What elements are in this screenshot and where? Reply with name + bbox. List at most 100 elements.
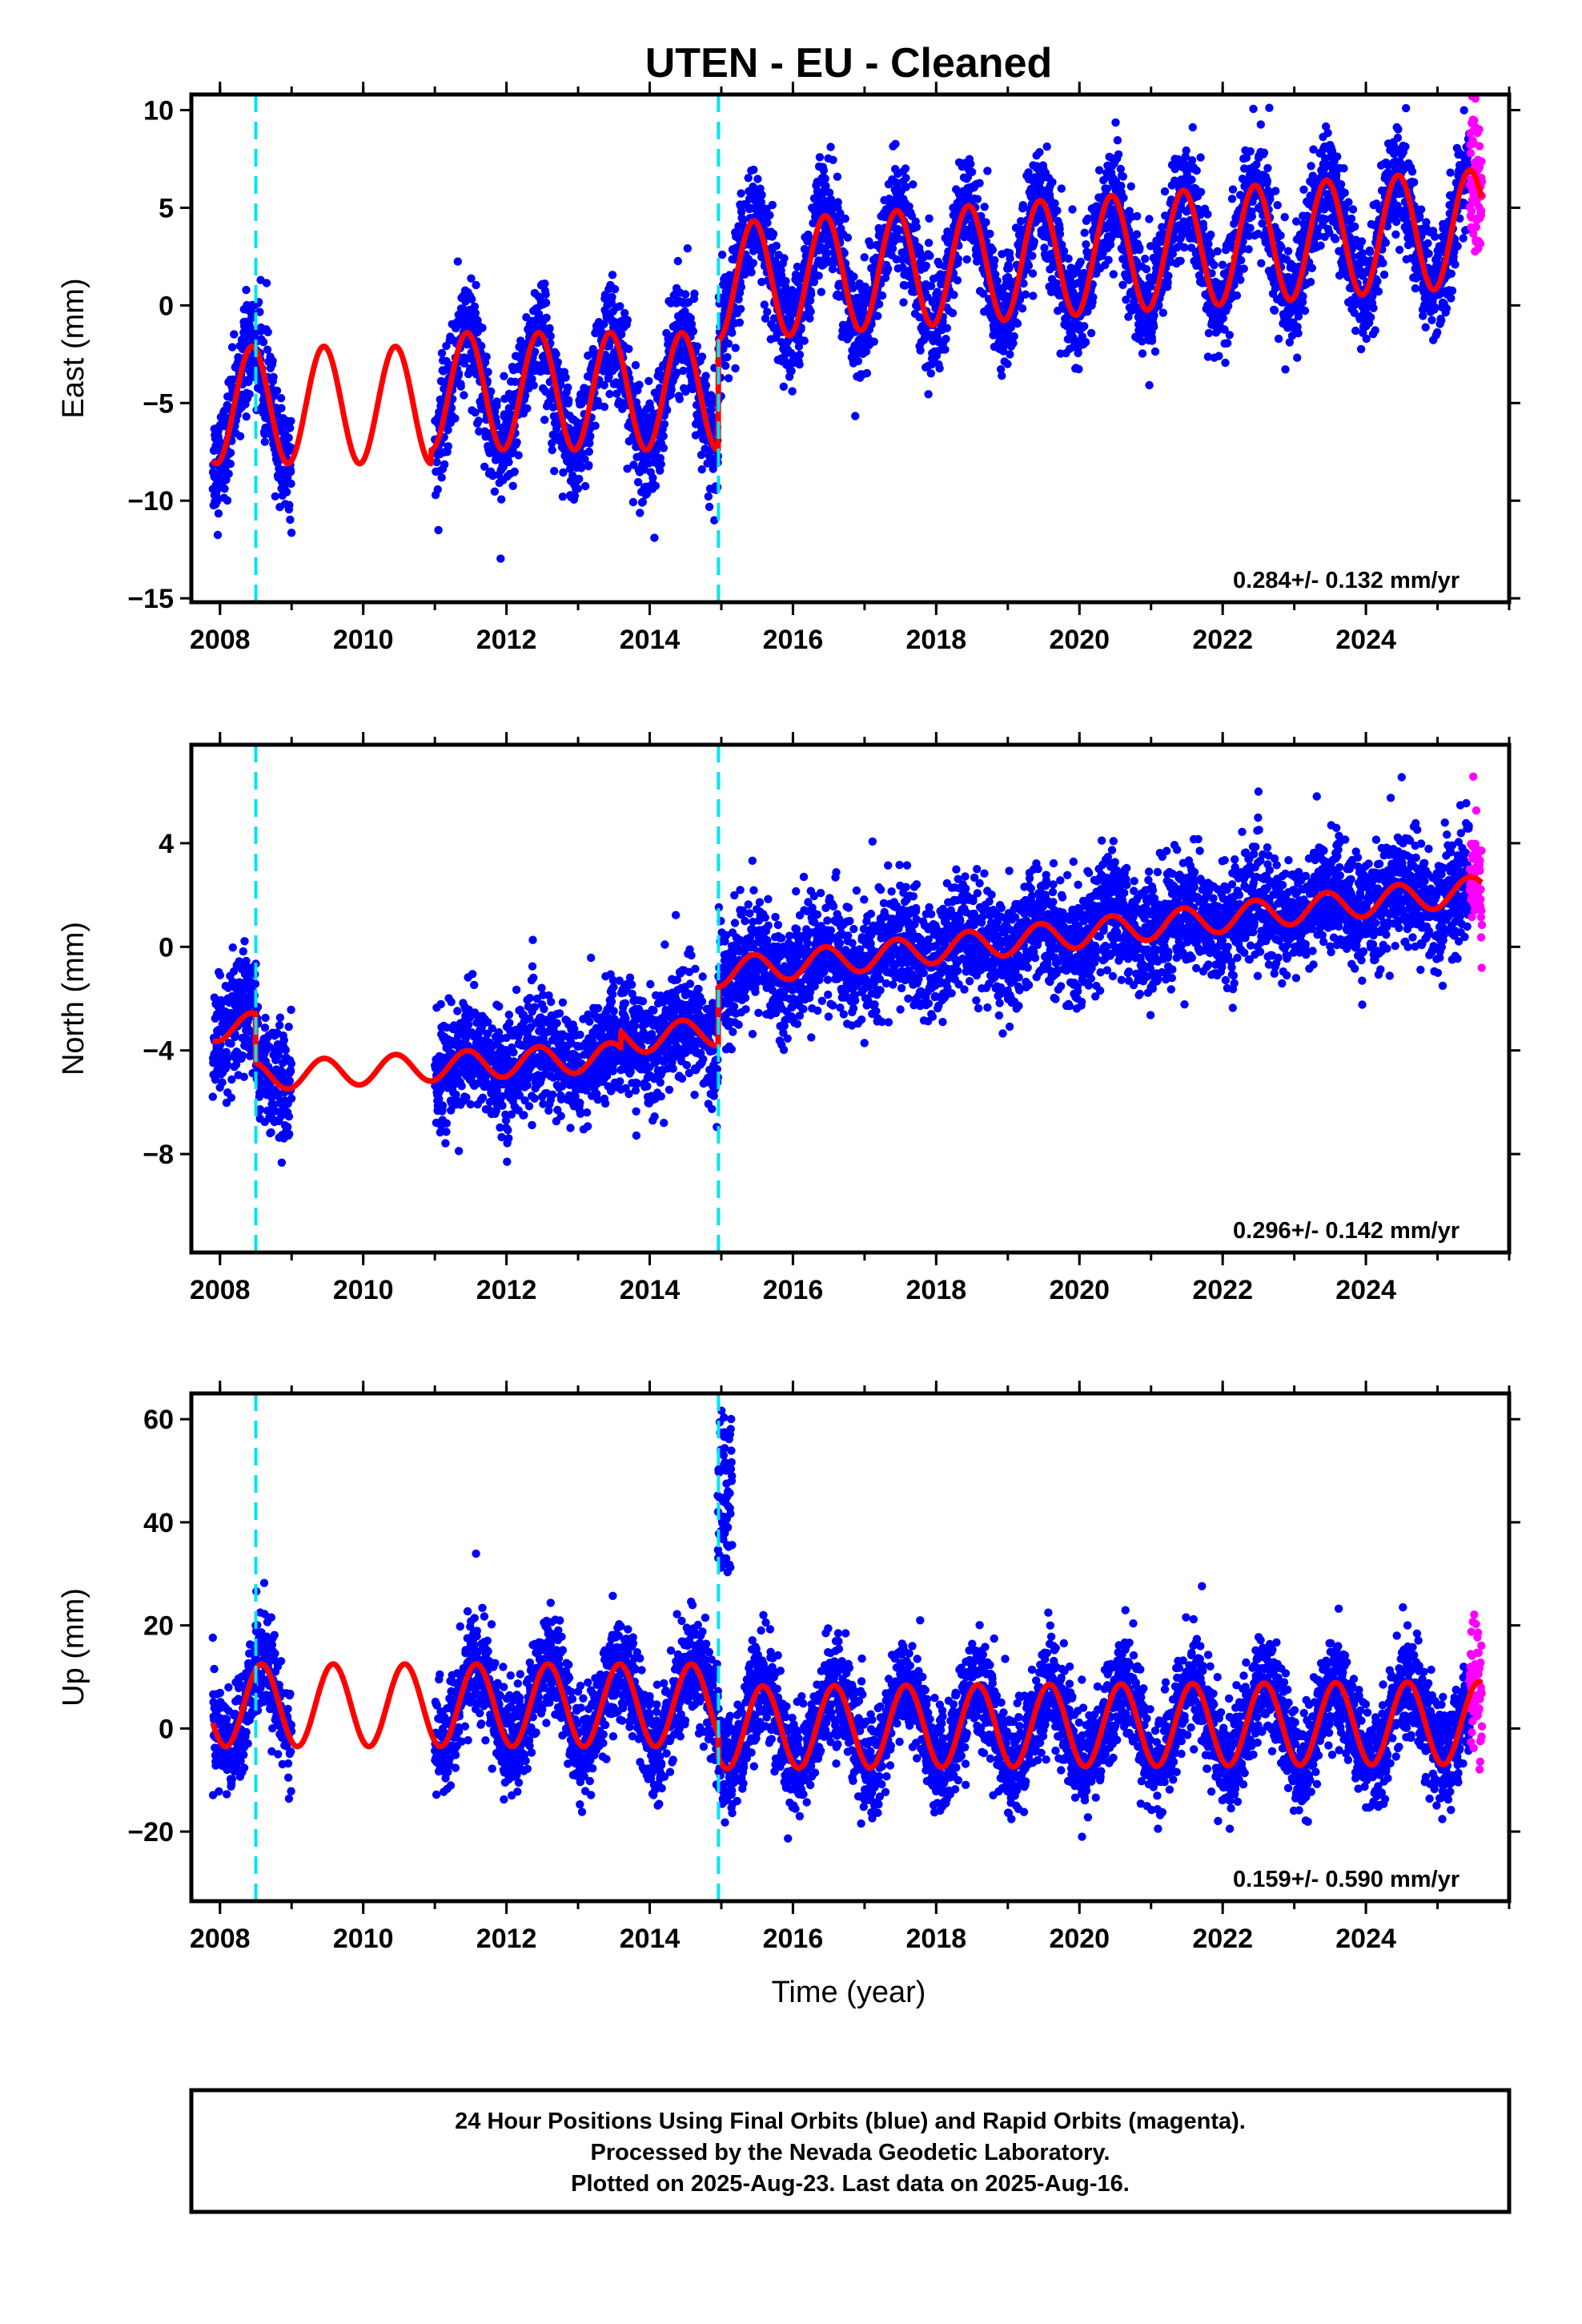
final-orbit-point [610,284,620,294]
final-orbit-point [213,530,223,540]
final-orbit-point [1421,323,1430,332]
final-orbit-point [814,271,823,280]
final-orbit-point [283,488,291,497]
final-orbit-point [950,291,958,300]
final-orbit-point [480,462,489,471]
final-orbit-point [1257,259,1266,267]
final-orbit-point [909,180,917,189]
final-orbit-point [765,211,774,219]
final-orbit-point [1223,339,1232,348]
final-orbit-point [926,251,934,260]
final-orbit-point [287,416,295,425]
final-orbit-point [701,381,711,390]
final-orbit-point [1379,259,1387,267]
final-orbit-point [1138,349,1147,358]
final-orbit-point [1236,275,1245,284]
final-orbit-point [998,372,1006,380]
final-orbit-point [226,460,235,468]
final-orbit-point [1204,328,1214,338]
final-orbit-point [591,421,600,430]
final-orbit-point [829,155,837,164]
final-orbit-point [576,464,586,472]
final-orbit-point [616,302,624,311]
final-orbit-point [1228,185,1238,194]
final-orbit-point [447,404,456,412]
final-orbit-point [1300,306,1310,316]
final-orbit-point [1142,264,1151,274]
final-orbit-point [749,259,757,267]
final-orbit-point [586,432,595,440]
final-orbit-point [993,276,1002,285]
final-orbit-point [841,214,849,223]
final-orbit-point [1277,243,1286,251]
final-orbit-point [644,376,653,385]
final-orbit-point [277,404,286,412]
final-orbit-point [263,345,272,354]
final-orbit-point [553,358,562,367]
final-orbit-point [1280,212,1289,222]
final-orbit-point [1133,211,1142,221]
final-orbit-point [585,439,594,448]
final-orbit-point [1232,291,1242,300]
final-orbit-point [492,397,501,406]
final-orbit-point [912,223,921,231]
final-orbit-point [1407,167,1417,176]
final-orbit-point [1203,210,1212,219]
final-orbit-point [434,525,443,535]
final-orbit-point [1113,136,1122,145]
final-orbit-point [1227,195,1237,203]
final-orbit-point [1215,352,1223,360]
final-orbit-point [697,465,706,474]
final-orbit-point [705,502,714,512]
final-orbit-point [575,474,584,484]
final-orbit-point [749,165,758,175]
final-orbit-point [768,200,777,210]
final-orbit-point [860,253,869,262]
final-orbit-point [541,290,550,299]
final-orbit-point [780,254,789,263]
final-orbit-point [1082,240,1090,249]
final-orbit-point [638,497,648,506]
final-orbit-point [460,391,468,400]
final-orbit-point [245,390,254,399]
final-orbit-point [1145,215,1154,223]
final-orbit-point [451,414,460,423]
final-orbit-point [926,369,936,378]
final-orbit-point [1192,166,1201,175]
final-orbit-point [477,341,486,351]
final-orbit-point [1331,235,1340,243]
final-orbit-point [259,338,268,347]
final-orbit-point [286,515,295,525]
final-orbit-point [1316,241,1325,250]
final-orbit-point [573,485,582,493]
final-orbit-point [1068,205,1077,214]
final-orbit-point [1076,257,1086,266]
final-orbit-point [242,285,251,295]
final-orbit-point [1010,332,1018,341]
final-orbit-points [208,103,1474,563]
final-orbit-point [500,372,508,380]
final-orbit-point [935,364,944,373]
final-orbit-point [673,256,682,266]
final-orbit-point [227,343,237,352]
final-orbit-point [689,327,698,336]
final-orbit-point [921,261,931,271]
final-orbit-point [683,244,692,253]
final-orbit-point [1395,245,1404,255]
final-orbit-point [1351,222,1359,231]
plot-area [208,94,1487,602]
final-orbit-point [636,509,644,517]
final-orbit-point [1333,152,1342,161]
final-orbit-point [1150,322,1158,332]
final-orbit-point [990,255,999,265]
final-orbit-point [916,346,925,355]
final-orbit-point [659,444,669,452]
final-orbit-point [1018,304,1027,313]
final-orbit-point [1299,185,1308,194]
final-orbit-point [1086,328,1096,338]
final-orbit-point [1283,247,1293,255]
final-orbit-point [1293,353,1302,362]
final-orbit-point [213,497,222,506]
final-orbit-point [1150,347,1160,356]
final-orbit-point [833,172,842,181]
